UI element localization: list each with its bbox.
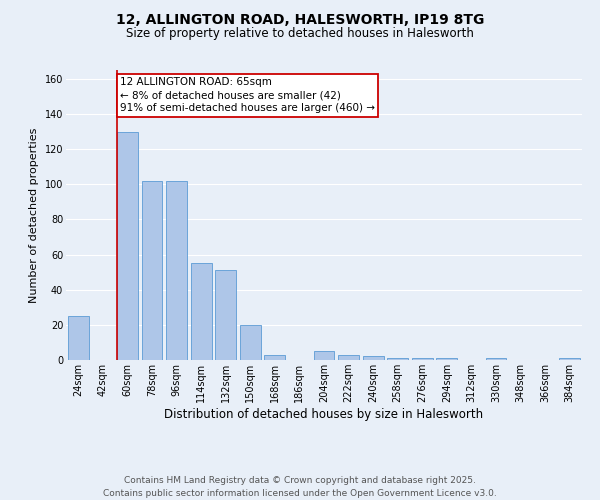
Bar bbox=[117, 132, 138, 360]
Bar bbox=[436, 358, 457, 360]
Text: Contains HM Land Registry data © Crown copyright and database right 2025.
Contai: Contains HM Land Registry data © Crown c… bbox=[103, 476, 497, 498]
Bar bbox=[559, 358, 580, 360]
Text: Size of property relative to detached houses in Halesworth: Size of property relative to detached ho… bbox=[126, 28, 474, 40]
Bar bbox=[314, 351, 334, 360]
Bar bbox=[362, 356, 383, 360]
Bar bbox=[240, 325, 261, 360]
Bar bbox=[215, 270, 236, 360]
Bar bbox=[166, 180, 187, 360]
Bar bbox=[265, 354, 286, 360]
Bar bbox=[338, 354, 359, 360]
Text: 12 ALLINGTON ROAD: 65sqm
← 8% of detached houses are smaller (42)
91% of semi-de: 12 ALLINGTON ROAD: 65sqm ← 8% of detache… bbox=[120, 77, 375, 114]
Y-axis label: Number of detached properties: Number of detached properties bbox=[29, 128, 39, 302]
Bar bbox=[387, 358, 408, 360]
Bar bbox=[485, 358, 506, 360]
Bar bbox=[191, 264, 212, 360]
Bar bbox=[412, 358, 433, 360]
X-axis label: Distribution of detached houses by size in Halesworth: Distribution of detached houses by size … bbox=[164, 408, 484, 421]
Bar bbox=[68, 316, 89, 360]
Bar bbox=[142, 180, 163, 360]
Text: 12, ALLINGTON ROAD, HALESWORTH, IP19 8TG: 12, ALLINGTON ROAD, HALESWORTH, IP19 8TG bbox=[116, 12, 484, 26]
